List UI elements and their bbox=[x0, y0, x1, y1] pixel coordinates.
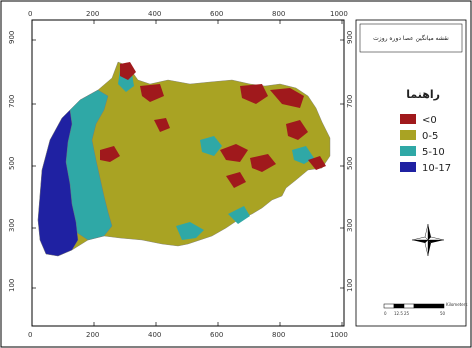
x-tick-bottom-600: 600 bbox=[210, 331, 223, 339]
x-axis-bottom bbox=[31, 322, 343, 326]
x-tick-bottom-0: 0 bbox=[28, 331, 32, 339]
scale-bar: 0 12.5 25 50 Kilometers bbox=[383, 302, 467, 316]
y-tick-right-300: 300 bbox=[346, 219, 354, 232]
region-10-17 bbox=[37, 109, 79, 257]
compass-rose-icon bbox=[411, 223, 445, 257]
region-neg-11 bbox=[308, 156, 326, 170]
legend-swatch-10-17 bbox=[400, 162, 416, 172]
x-tick-top-0: 0 bbox=[28, 10, 32, 18]
region-neg-9 bbox=[226, 172, 246, 188]
region-neg-10 bbox=[154, 118, 170, 132]
y-tick-right-500: 500 bbox=[346, 157, 354, 170]
x-tick-bottom-800: 800 bbox=[272, 331, 285, 339]
legend-label-5-10: 5-10 bbox=[422, 147, 445, 158]
region-neg-3 bbox=[240, 84, 268, 104]
x-tick-top-1000: 1000 bbox=[330, 10, 348, 18]
scale-unit: Kilometers bbox=[446, 302, 467, 307]
scale-label-50: 50 bbox=[440, 311, 446, 316]
x-axis-top bbox=[31, 20, 343, 24]
x-tick-bottom-400: 400 bbox=[148, 331, 161, 339]
region-5-10-east bbox=[292, 146, 314, 164]
region-5-10-center bbox=[200, 136, 222, 156]
scale-label-0: 0 bbox=[384, 311, 387, 316]
region-5-10-se bbox=[228, 206, 250, 224]
region-5-10-south bbox=[176, 222, 204, 240]
legend-label-0-5: 0-5 bbox=[422, 131, 438, 142]
map-title: نقشه میانگین عصا دوره روزت bbox=[373, 34, 449, 42]
region-neg-6 bbox=[220, 144, 248, 162]
y-tick-right-900: 900 bbox=[346, 31, 354, 44]
x-tick-top-200: 200 bbox=[86, 10, 99, 18]
y-axis-ticks bbox=[32, 39, 344, 289]
y-tick-left-100: 100 bbox=[8, 279, 16, 292]
y-tick-right-100: 100 bbox=[346, 279, 354, 292]
legend-label-10-17: 10-17 bbox=[422, 163, 451, 174]
legend-panel bbox=[355, 19, 467, 327]
region-neg-7 bbox=[250, 154, 276, 172]
legend-swatch-neg bbox=[400, 114, 416, 124]
y-tick-left-300: 300 bbox=[8, 219, 16, 232]
x-tick-top-800: 800 bbox=[272, 10, 285, 18]
region-neg-5 bbox=[100, 146, 120, 162]
title-box bbox=[359, 23, 463, 53]
y-tick-left-700: 700 bbox=[8, 95, 16, 108]
legend-label-neg: <0 bbox=[422, 115, 437, 126]
legend-swatch-0-5 bbox=[400, 130, 416, 140]
y-tick-left-900: 900 bbox=[8, 31, 16, 44]
legend-title: راهنما bbox=[406, 88, 440, 101]
legend-swatch-5-10 bbox=[400, 146, 416, 156]
scale-label-25: 25 bbox=[404, 311, 410, 316]
region-neg-8 bbox=[286, 120, 308, 140]
region-neg-4 bbox=[270, 88, 304, 108]
scale-label-12-5: 12.5 bbox=[394, 311, 403, 316]
region-neg-1 bbox=[120, 62, 136, 80]
x-tick-bottom-1000: 1000 bbox=[330, 331, 348, 339]
region-neg-2 bbox=[140, 84, 164, 102]
y-tick-right-700: 700 bbox=[346, 95, 354, 108]
x-tick-bottom-200: 200 bbox=[86, 331, 99, 339]
map-regions bbox=[37, 61, 331, 257]
y-tick-left-500: 500 bbox=[8, 157, 16, 170]
x-tick-top-400: 400 bbox=[148, 10, 161, 18]
x-tick-top-600: 600 bbox=[210, 10, 223, 18]
